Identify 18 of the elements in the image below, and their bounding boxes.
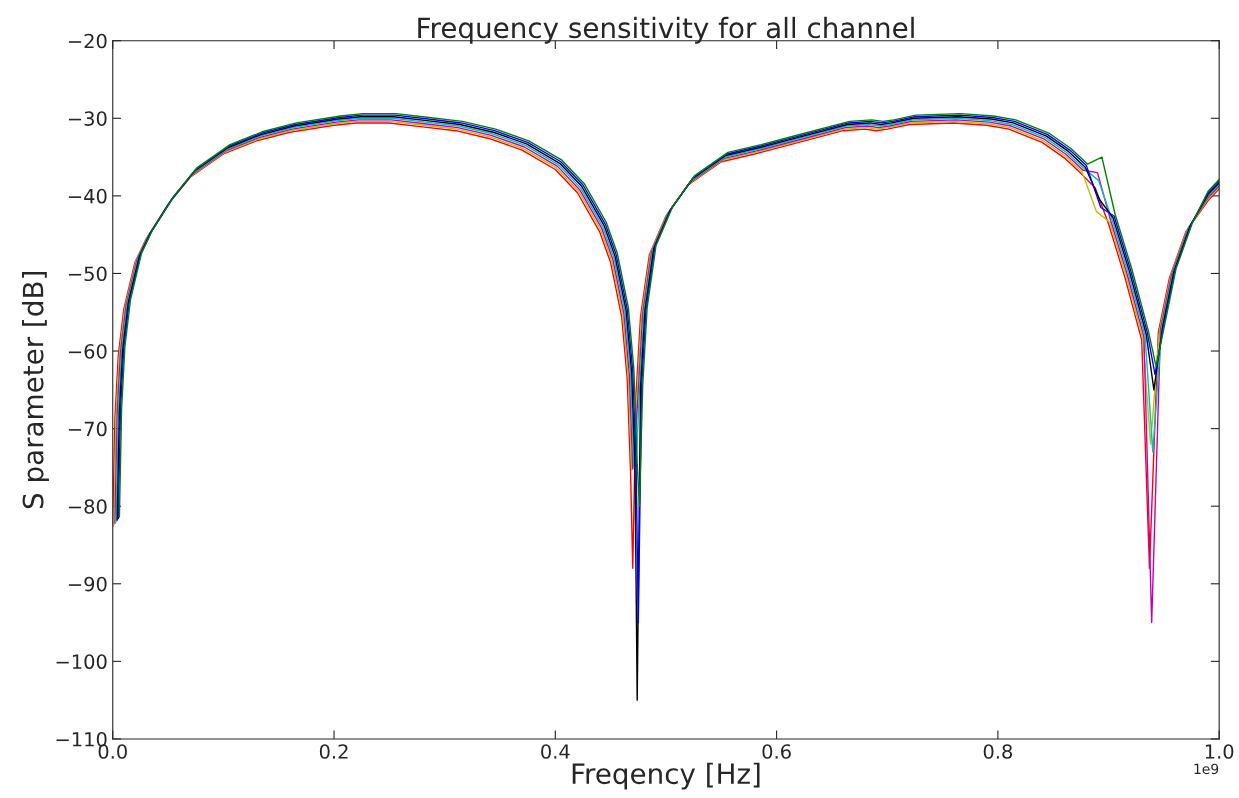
y-tick-label: −20 [68, 33, 107, 49]
x-tick-label: 0.2 [319, 744, 348, 759]
x-tick-label: 0.6 [762, 744, 791, 759]
y-tick-label: −40 [68, 188, 107, 204]
y-tick-label: −100 [56, 654, 107, 670]
chart-title: Frequency sensitivity for all channel [418, 16, 914, 44]
y-tick-label: −60 [68, 343, 107, 359]
y-tick-label: −70 [68, 421, 107, 437]
x-tick-label: 0.4 [541, 744, 570, 759]
y-tick-label: −80 [68, 499, 107, 514]
x-axis-title: Freqency [Hz] [572, 762, 760, 790]
x-tick-label: 1.0 [1205, 744, 1234, 759]
y-tick-label: −90 [68, 576, 107, 592]
y-axis-title: S parameter [dB] [22, 272, 49, 509]
y-tick-label: −30 [68, 111, 107, 126]
y-tick-label: −50 [68, 266, 107, 282]
text: 1e9 [1194, 763, 1219, 775]
x-tick-label: 0.8 [983, 744, 1013, 759]
